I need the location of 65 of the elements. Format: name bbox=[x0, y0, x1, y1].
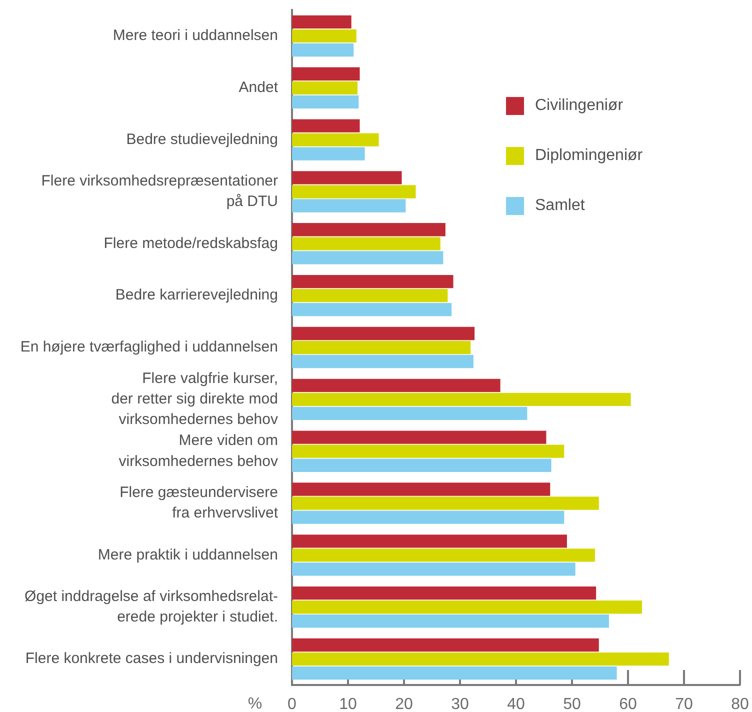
legend-label: Diplomingeniør bbox=[535, 146, 643, 166]
bar bbox=[292, 586, 596, 600]
bar bbox=[292, 496, 599, 510]
bar bbox=[292, 354, 474, 368]
y-tick-label: Mere praktik i uddannelsen bbox=[98, 546, 278, 564]
bar bbox=[292, 406, 528, 420]
x-tick-label: 50 bbox=[563, 696, 581, 712]
x-tick-label: 30 bbox=[451, 696, 469, 712]
bar bbox=[292, 15, 352, 29]
x-tick-label: 40 bbox=[507, 696, 525, 712]
bar bbox=[292, 534, 567, 548]
bar bbox=[292, 171, 402, 184]
x-tick-label: 80 bbox=[731, 696, 749, 712]
bar bbox=[292, 303, 452, 316]
bar bbox=[292, 444, 564, 458]
bar bbox=[292, 43, 354, 57]
bar bbox=[292, 288, 448, 302]
y-tick-label: Flere valgfrie kurser, der retter sig direkte mod virksomhedernes behov bbox=[111, 370, 278, 428]
bar bbox=[292, 119, 360, 132]
bar bbox=[292, 237, 440, 250]
bar bbox=[292, 185, 416, 198]
bar bbox=[292, 510, 564, 524]
bar bbox=[292, 147, 365, 160]
y-tick-label: En højere tværfaglighed i uddannelsen bbox=[20, 338, 278, 356]
y-tick-label: Flere metode/redskabsfag bbox=[104, 234, 278, 252]
bar bbox=[292, 199, 406, 212]
bar bbox=[292, 378, 500, 392]
y-tick-label: Mere teori i uddannelsen bbox=[112, 27, 278, 44]
x-axis-title: % bbox=[248, 695, 262, 712]
x-tick-label: 0 bbox=[288, 696, 297, 712]
x-tick-label: 60 bbox=[619, 696, 637, 712]
bar bbox=[292, 133, 379, 146]
y-tick-label: Andet bbox=[238, 79, 279, 96]
bar bbox=[292, 81, 358, 94]
bar bbox=[292, 274, 454, 288]
legend-label: Civilingeniør bbox=[535, 96, 624, 116]
y-tick-label: Øget inddragelse af virksomhedsrelat- erede projekter i studiet. bbox=[24, 588, 278, 626]
y-tick-label: Flere virksomhedsrepræsentationer på DTU bbox=[41, 172, 278, 210]
bar bbox=[292, 600, 642, 614]
x-tick-label: 20 bbox=[395, 696, 413, 712]
bar bbox=[292, 95, 359, 108]
bar bbox=[292, 67, 360, 80]
bar bbox=[292, 251, 444, 264]
y-tick-label: Bedre karrierevejledning bbox=[115, 286, 278, 304]
bar bbox=[292, 562, 576, 576]
bar bbox=[292, 638, 599, 652]
bar bbox=[292, 430, 546, 444]
y-tick-label: Bedre studievejledning bbox=[126, 130, 278, 148]
y-tick-label: Mere viden om virksomhedernes behov bbox=[118, 432, 278, 470]
bar bbox=[292, 548, 595, 562]
y-tick-label: Flere gæsteundervisere fra erhvervslivet bbox=[120, 484, 279, 522]
bar bbox=[292, 29, 356, 43]
bar bbox=[292, 326, 475, 340]
x-tick-label: 10 bbox=[339, 696, 357, 712]
bar bbox=[292, 666, 617, 680]
bar bbox=[292, 614, 609, 628]
bar bbox=[292, 340, 471, 354]
bar bbox=[292, 223, 446, 236]
bar bbox=[292, 482, 550, 496]
x-tick-label: 70 bbox=[675, 696, 693, 712]
bar bbox=[292, 652, 669, 666]
bar bbox=[292, 458, 552, 472]
legend-label: Samlet bbox=[535, 196, 585, 216]
bar bbox=[292, 392, 631, 406]
y-tick-label: Flere konkrete cases i undervisningen bbox=[25, 650, 278, 668]
